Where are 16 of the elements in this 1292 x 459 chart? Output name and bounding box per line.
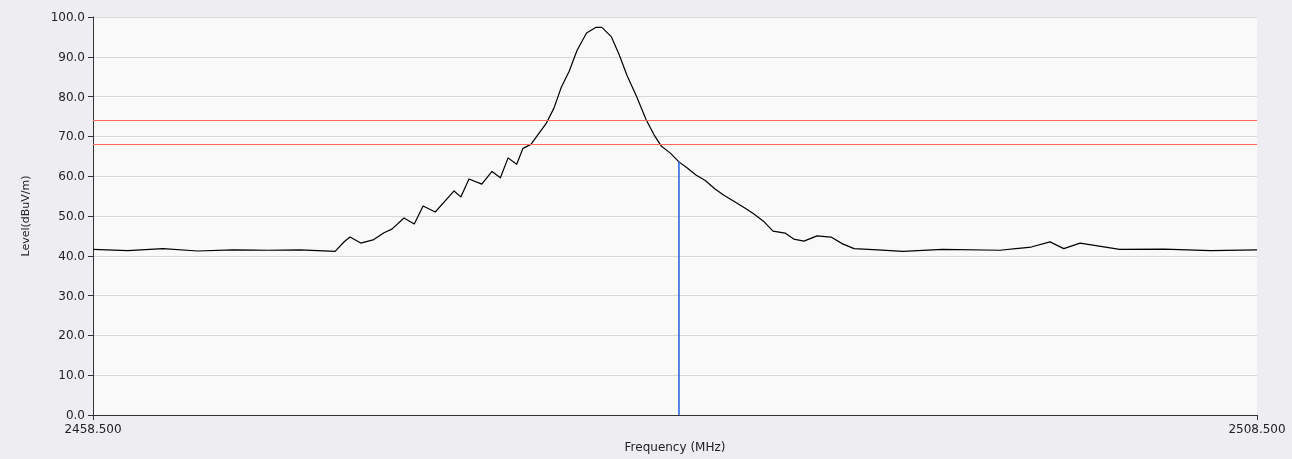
y-tick-label: 90.0 (58, 49, 85, 64)
line-series (92, 26, 1258, 253)
y-tick-label: 0.0 (65, 408, 85, 422)
x-tick-label: 2458.500 (64, 422, 122, 436)
y-tick-label: 70.0 (58, 129, 85, 144)
y-tick-label: 20.0 (58, 328, 85, 343)
y-tick-label: 60.0 (58, 169, 85, 184)
y-tick-label: 100.0 (50, 10, 85, 24)
y-tick-label: 80.0 (58, 89, 85, 104)
x-axis-title: Frequency (MHz) (624, 440, 726, 454)
y-axis-title: Level(dBuV/m) (19, 175, 32, 257)
y-tick-label: 40.0 (58, 248, 85, 263)
y-tick-label: 50.0 (58, 209, 85, 223)
x-tick-label: 2508.500 (1228, 422, 1286, 436)
y-tick-label: 10.0 (58, 368, 85, 383)
y-tick-label: 30.0 (58, 288, 85, 303)
